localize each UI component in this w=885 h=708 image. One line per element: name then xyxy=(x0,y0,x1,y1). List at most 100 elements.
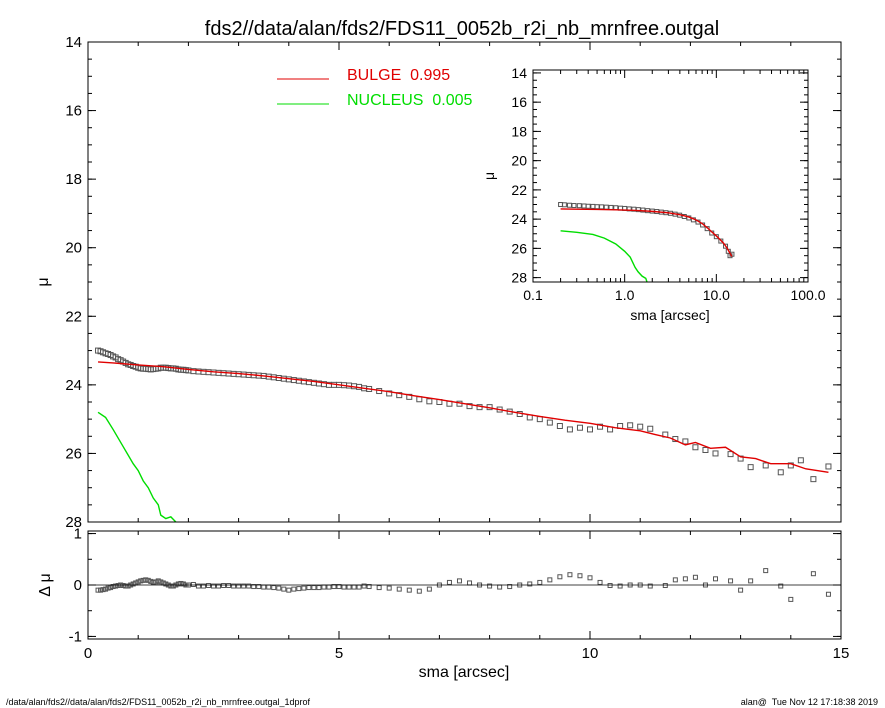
residual-data-point-46 xyxy=(236,583,242,589)
residual-data-point-56 xyxy=(286,587,292,593)
residual-data-point-30 xyxy=(170,583,176,589)
residual-data-point-94 xyxy=(587,575,593,581)
residual-data-point-102 xyxy=(672,577,678,583)
residual-data-point-101 xyxy=(662,583,668,589)
inset-xtick-label-1.0: 1.0 xyxy=(615,287,635,303)
residual-data-point-89 xyxy=(537,579,543,585)
residual-data-point-90 xyxy=(547,577,553,583)
residual-data-point-78 xyxy=(426,586,432,592)
main-data-point-74 xyxy=(386,390,393,397)
inset-ytick-label-28: 28 xyxy=(511,270,527,286)
residual-data-point-84 xyxy=(487,583,493,589)
residual-data-point-96 xyxy=(607,583,613,589)
residual-data-point-48 xyxy=(246,583,252,589)
main-y-axis-title: μ xyxy=(35,277,52,286)
residual-data-point-18 xyxy=(140,577,146,583)
main-data-point-91 xyxy=(556,423,563,429)
main-y-ticks: 14 16 18 20 22 24 26 28 xyxy=(65,34,841,531)
residual-data-point-37 xyxy=(190,581,196,587)
residual-data-point-23 xyxy=(153,579,159,585)
footer-timestamp: alan@ Tue Nov 12 17:18:38 2019 xyxy=(741,697,878,707)
residual-data-point-12 xyxy=(125,583,131,589)
inset-data-point-8 xyxy=(594,204,600,210)
main-data-point-90 xyxy=(546,419,553,426)
inset-series-layer xyxy=(558,202,735,282)
residual-data-point-61 xyxy=(311,585,317,591)
legend-nucleus-label: NUCLEUS 0.005 xyxy=(347,92,472,109)
residual-data-point-110 xyxy=(763,568,769,574)
residual-data-point-100 xyxy=(647,583,653,589)
inset-y-axis-title: μ xyxy=(481,172,497,180)
residual-data-point-60 xyxy=(306,585,312,591)
residual-data-point-91 xyxy=(557,574,563,580)
main-data-point-104 xyxy=(692,444,699,451)
main-data-point-95 xyxy=(597,423,604,430)
main-data-point-78 xyxy=(426,398,433,405)
residual-panel: -101 0 5 10 15 Δ μ sma [arcsec] xyxy=(37,526,849,681)
residual-data-point-38 xyxy=(195,583,201,589)
main-data-point-110 xyxy=(762,462,769,469)
inset-plot-frame xyxy=(532,69,809,283)
residual-x-ticks: 0 5 10 15 xyxy=(84,531,849,662)
residual-data-point-106 xyxy=(713,576,718,582)
residual-data-point-86 xyxy=(507,584,513,590)
residual-data-point-20 xyxy=(145,577,151,583)
inset-x-ticks: 0.1 1.0 10.0 100.0 xyxy=(523,70,826,303)
residual-series-layer xyxy=(88,568,841,602)
residual-data-point-107 xyxy=(728,578,734,584)
residual-data-point-5 xyxy=(108,585,114,591)
main-data-point-106 xyxy=(712,450,719,457)
residual-data-point-77 xyxy=(416,588,422,594)
residual-data-point-21 xyxy=(148,578,154,584)
residual-data-point-54 xyxy=(276,585,282,591)
main-panel: 14 16 18 20 22 24 26 28 μ BULGE 0.995 NUCLEUS 0… xyxy=(35,34,842,531)
residual-data-point-114 xyxy=(825,591,831,597)
residual-xtick-label-5: 5 xyxy=(335,645,343,662)
residual-x-axis-title: sma [arcsec] xyxy=(419,664,510,681)
main-ytick-label-22: 22 xyxy=(65,308,82,325)
inset-data-point-36 xyxy=(723,243,729,249)
residual-data-point-111 xyxy=(778,583,784,589)
residual-data-point-81 xyxy=(456,578,462,584)
residual-data-point-17 xyxy=(138,578,144,584)
residual-data-point-3 xyxy=(103,586,109,592)
residual-ytick-label-1: 1 xyxy=(74,526,82,543)
inset-ytick-label-16: 16 xyxy=(511,94,527,110)
residual-data-point-33 xyxy=(178,580,184,586)
legend-bulge-label: BULGE 0.995 xyxy=(347,67,450,84)
residual-data-point-29 xyxy=(168,583,174,589)
inset-ytick-label-18: 18 xyxy=(511,123,527,139)
residual-data-point-72 xyxy=(366,584,372,590)
inset-ytick-label-22: 22 xyxy=(511,182,527,198)
residual-data-point-25 xyxy=(158,579,164,585)
main-ytick-label-16: 16 xyxy=(65,103,82,120)
residual-data-point-47 xyxy=(241,583,247,589)
residual-data-point-53 xyxy=(271,585,277,591)
residual-data-point-2 xyxy=(100,587,106,593)
main-ytick-label-26: 26 xyxy=(65,445,82,462)
residual-data-point-62 xyxy=(316,585,322,591)
main-data-point-100 xyxy=(647,425,654,432)
residual-data-point-112 xyxy=(788,596,794,602)
residual-data-point-8 xyxy=(115,583,121,589)
inset-series-clipped xyxy=(558,202,735,282)
residual-data-point-73 xyxy=(376,585,382,591)
inset-data-point-2 xyxy=(566,202,572,208)
residual-data-point-40 xyxy=(205,583,211,589)
main-data-point-103 xyxy=(682,438,689,445)
inset-ytick-label-26: 26 xyxy=(511,240,527,256)
main-series-clipped xyxy=(95,347,832,522)
inset-data-point-35 xyxy=(718,238,724,244)
residual-data-point-24 xyxy=(155,578,161,584)
residual-data-point-43 xyxy=(221,583,227,589)
residual-data-point-50 xyxy=(256,584,262,590)
main-data-point-107 xyxy=(727,451,734,458)
main-series-layer xyxy=(95,347,832,522)
residual-data-point-88 xyxy=(527,581,533,587)
residual-data-point-34 xyxy=(180,581,186,587)
main-x-ticks xyxy=(87,42,842,522)
residual-data-point-42 xyxy=(216,583,222,589)
inset-y-ticks: 14 16 18 20 22 24 26 28 xyxy=(511,65,808,286)
main-nucleus-line xyxy=(97,411,177,522)
page-title: fds2//data/alan/fds2/FDS11_0052b_r2i_nb_… xyxy=(205,18,719,40)
